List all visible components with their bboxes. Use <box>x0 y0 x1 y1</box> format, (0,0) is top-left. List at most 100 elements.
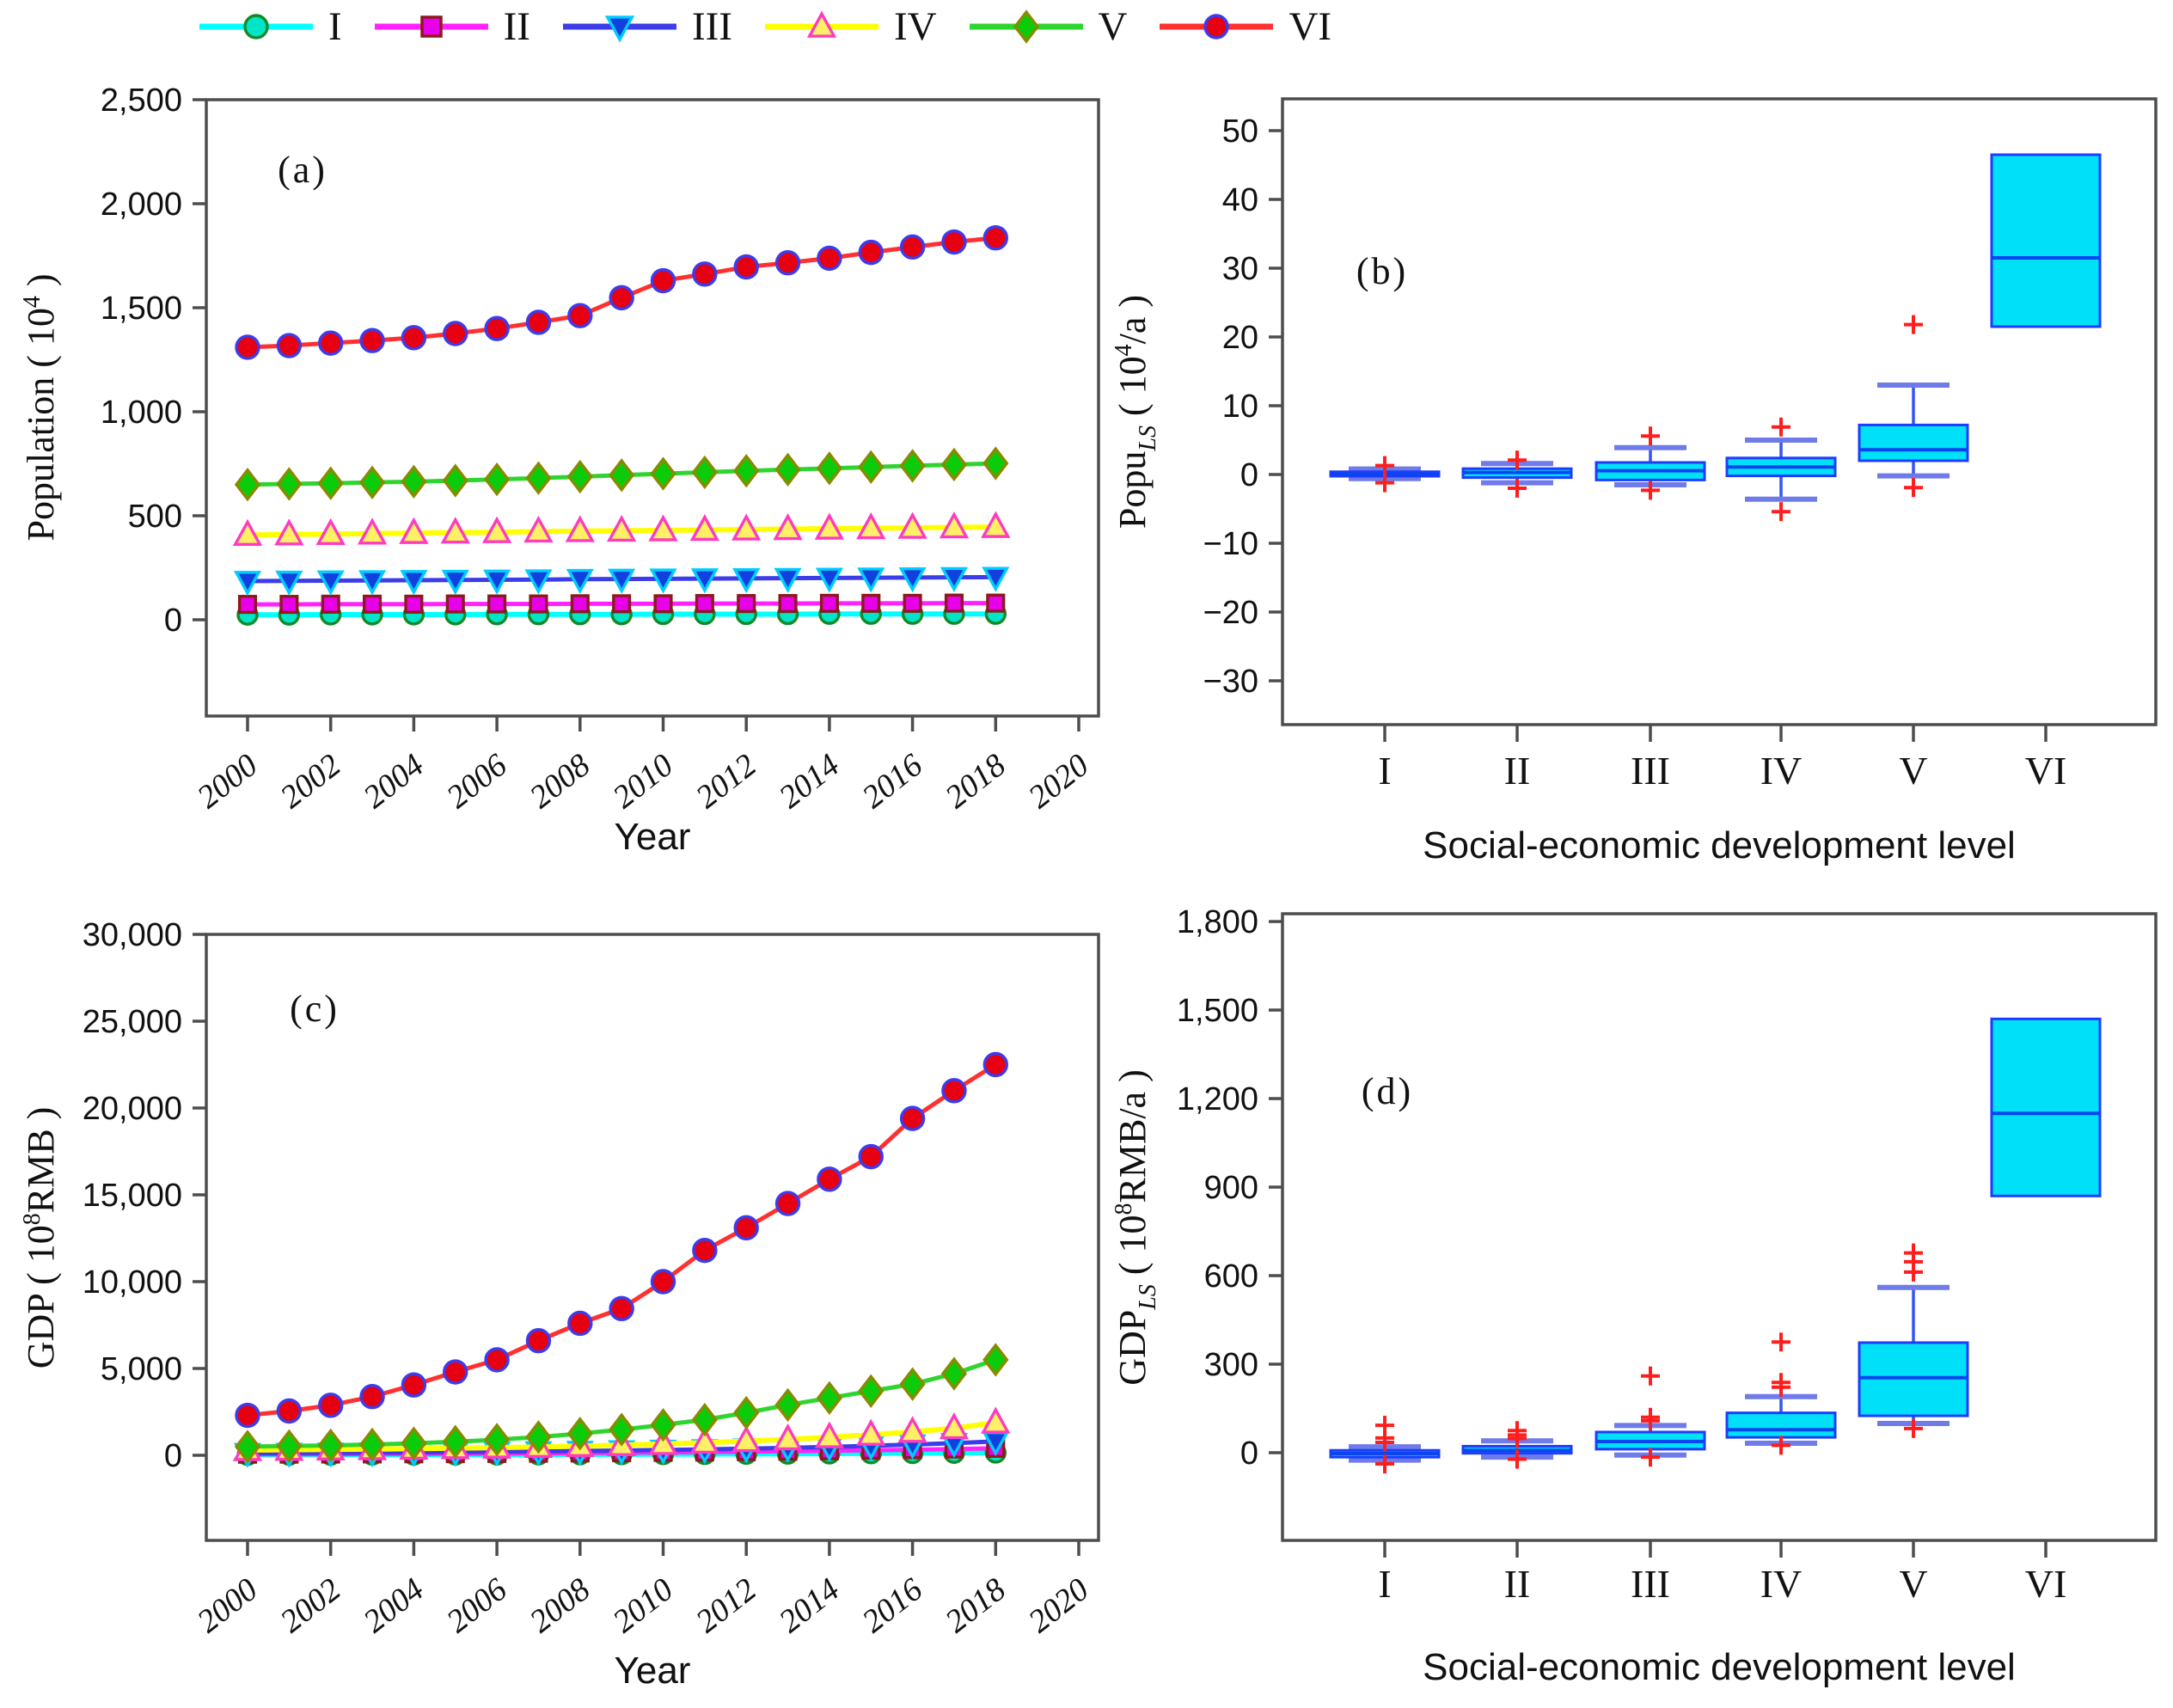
legend-glyph <box>604 15 635 43</box>
series-marker-V <box>858 450 885 485</box>
series-marker-III <box>690 568 719 594</box>
series-marker-III <box>857 567 885 593</box>
x-tick-label: 2008 <box>523 747 597 816</box>
series-marker-VI <box>484 315 510 341</box>
legend-glyph <box>243 14 269 40</box>
series-marker-VI <box>525 1327 552 1354</box>
series-marker-IV <box>856 1418 886 1446</box>
series-marker-IV <box>814 512 845 540</box>
x-tick-label: 2014 <box>773 1571 847 1640</box>
panel-letter: (b) <box>1356 250 1408 292</box>
legend-marker-IV-icon <box>764 10 878 38</box>
series-marker-V <box>276 1429 303 1463</box>
x-axis-title: Year <box>615 816 691 858</box>
y-axis-title: Population ( 104 ) <box>19 274 62 542</box>
series-marker-IV <box>399 517 429 544</box>
series-marker-II <box>861 593 881 613</box>
series-marker-III <box>566 568 594 595</box>
x-tick-label: 2010 <box>606 1571 680 1640</box>
category-label: VI <box>2025 749 2067 793</box>
series-marker-VI <box>235 1402 260 1429</box>
y-tick-label: 5,000 <box>101 1351 182 1387</box>
series-marker-IV <box>232 518 263 547</box>
x-tick-label: 2018 <box>939 1571 1013 1640</box>
legend-label-IV: IV <box>893 3 937 49</box>
series-marker-V <box>816 1380 843 1416</box>
x-tick-label: 2000 <box>191 1571 265 1640</box>
series-marker-VI <box>650 267 676 294</box>
category-label: III <box>1631 1562 1670 1606</box>
series-marker-III <box>483 569 511 595</box>
y-tick-label: 10,000 <box>83 1264 182 1301</box>
y-tick-label: 30,000 <box>83 917 182 953</box>
series-marker-VI <box>276 1398 303 1424</box>
series-marker-V <box>442 1424 468 1459</box>
category-label: II <box>1504 1562 1531 1606</box>
y-tick-label: −20 <box>1203 595 1258 631</box>
category-label: I <box>1378 1562 1391 1606</box>
series-marker-III <box>441 569 469 596</box>
x-axis-title: Social-economic development level <box>1423 824 2016 866</box>
series-marker-III <box>940 566 969 592</box>
series-marker-IV <box>523 515 554 543</box>
x-axis-title: Year <box>615 1650 691 1692</box>
legend-item-III: III <box>560 3 732 50</box>
series-marker-VI <box>401 325 427 351</box>
plot-frame <box>1281 97 2158 726</box>
legend-marker-I-icon <box>199 14 313 40</box>
y-axis-title: GDPLS ( 108RMB/a ) <box>1111 1069 1161 1386</box>
legend-item-I: I <box>196 3 342 50</box>
series-marker-V <box>774 1387 801 1423</box>
series-marker-V <box>276 467 303 501</box>
series-marker-VI <box>692 1237 718 1264</box>
x-tick-label: 2014 <box>773 747 847 816</box>
series-marker-II <box>612 594 632 614</box>
y-tick-label: 30 <box>1222 251 1258 287</box>
series-marker-III <box>400 570 428 596</box>
legend-label-II: II <box>503 3 530 49</box>
series-marker-VI <box>858 239 884 266</box>
series-marker-II <box>404 594 424 614</box>
series-marker-V <box>609 458 635 493</box>
series-marker-V <box>483 1423 511 1457</box>
legend-glyph <box>1203 14 1230 40</box>
series-marker-V <box>858 1374 885 1408</box>
series-marker-II <box>944 593 964 613</box>
series-marker-VI <box>401 1372 427 1398</box>
series-marker-VI <box>276 333 303 358</box>
y-tick-label: 40 <box>1222 182 1258 218</box>
series-marker-II <box>695 594 714 614</box>
series-marker-IV <box>357 517 388 545</box>
chart-legend: I II III IV V VI <box>196 3 1331 50</box>
legend-glyph <box>806 10 837 38</box>
series-marker-V <box>609 1412 635 1447</box>
y-tick-label: 1,800 <box>1177 904 1258 940</box>
y-tick-label: 2,000 <box>101 187 182 223</box>
series-marker-VI <box>609 285 634 311</box>
y-tick-label: 900 <box>1204 1170 1258 1206</box>
series-marker-IV <box>897 1416 927 1443</box>
y-tick-label: 600 <box>1204 1258 1258 1295</box>
series-marker-III <box>608 568 636 594</box>
series-marker-V <box>525 461 552 495</box>
series-marker-V <box>234 468 261 502</box>
series-line-VI <box>247 1062 997 1418</box>
y-tick-label: 2,500 <box>101 83 182 119</box>
series-marker-VI <box>817 245 842 272</box>
category-label: VI <box>2025 1562 2067 1606</box>
y-tick-label: 20,000 <box>83 1091 182 1127</box>
series-marker-V <box>650 1407 676 1442</box>
series-marker-II <box>529 594 548 614</box>
series-marker-VI <box>982 1051 1009 1078</box>
series-marker-IV <box>315 517 346 546</box>
series-marker-III <box>982 566 1010 592</box>
series-marker-IV <box>648 1428 678 1455</box>
series-marker-II <box>445 594 465 614</box>
series-marker-VI <box>359 1384 385 1410</box>
category-label: V <box>1899 1562 1927 1606</box>
series-marker-IV <box>274 518 304 546</box>
series-marker-V <box>774 452 801 487</box>
series-marker-II <box>653 594 673 614</box>
y-tick-label: 20 <box>1222 320 1258 356</box>
